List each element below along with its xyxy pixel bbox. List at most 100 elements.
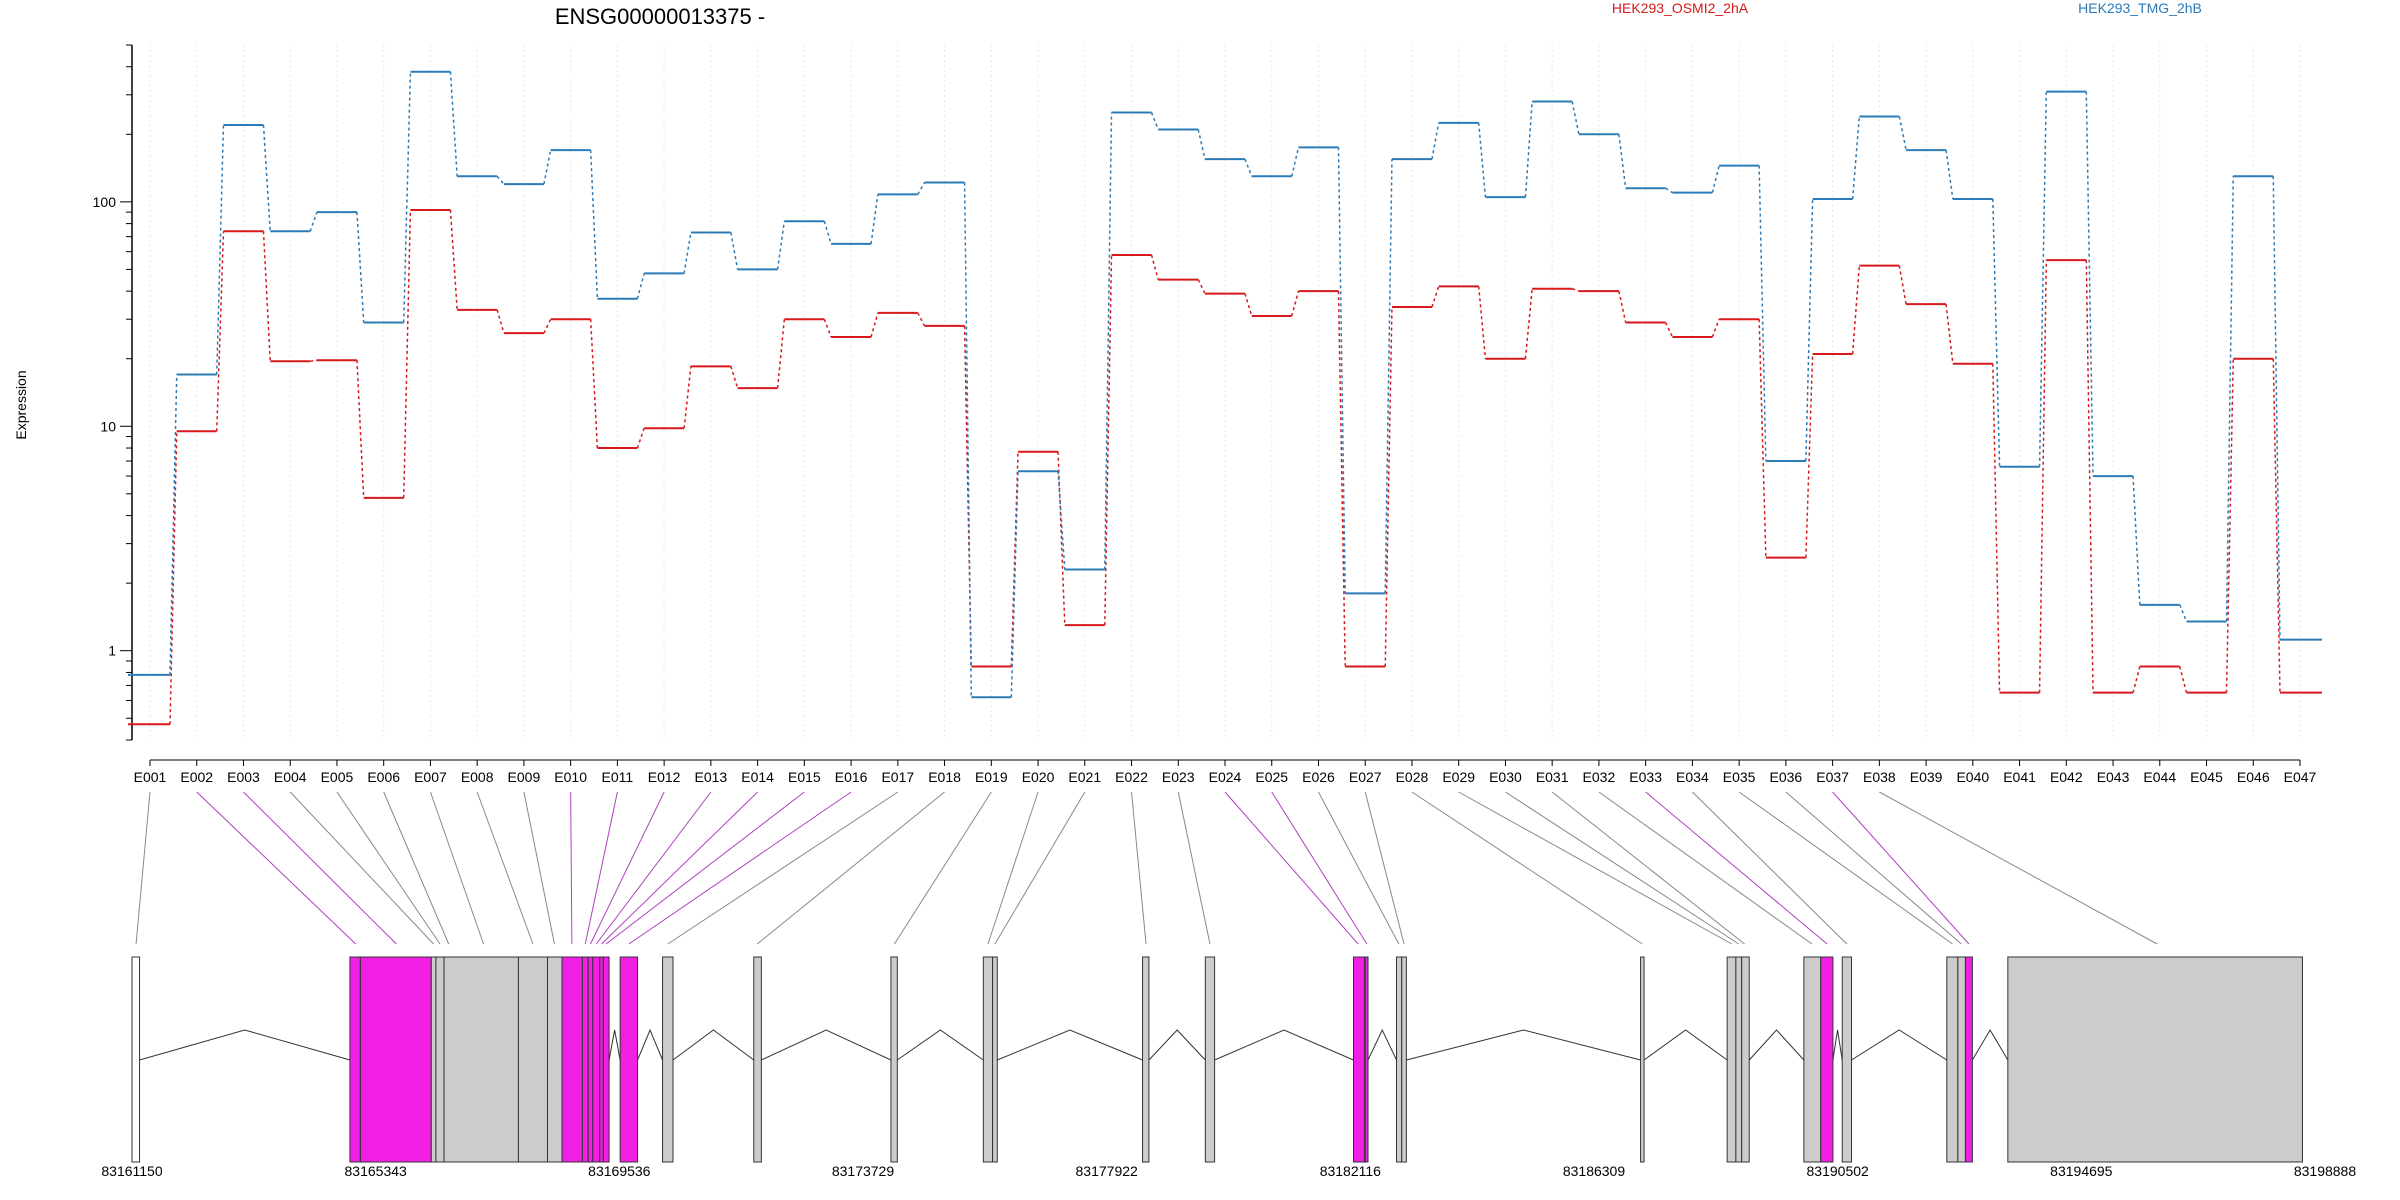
gene-model [131, 956, 2303, 1163]
series-connector [1805, 353, 1814, 558]
x-tick-label: E034 [1676, 769, 1709, 785]
exon-block [517, 956, 548, 1163]
exon-link-line [667, 791, 899, 945]
intron-line [1406, 1029, 1641, 1061]
series-connector [262, 231, 271, 362]
series-connector [310, 359, 318, 362]
x-tick-label: E038 [1863, 769, 1896, 785]
series-connector [1618, 291, 1627, 323]
exon-link-line [584, 791, 618, 945]
x-tick-label: E028 [1396, 769, 1429, 785]
series-connector [2225, 358, 2235, 693]
exon-link-line [243, 791, 397, 945]
exon-block [1803, 956, 1822, 1163]
exon-block [1395, 956, 1403, 1163]
intron-line [1367, 1028, 1397, 1061]
series-connector [1711, 318, 1720, 338]
exon-link-line [1832, 791, 1970, 945]
exon-block [662, 956, 674, 1163]
exon-link-line [1738, 791, 1953, 945]
exon-block [602, 956, 610, 1163]
exon-link-line [196, 791, 357, 945]
x-tick-label: E021 [1068, 769, 1101, 785]
exon-link-line [628, 791, 852, 945]
x-tick-label: E023 [1162, 769, 1195, 785]
series-connector [1851, 116, 1861, 200]
x-tick-label: E012 [648, 769, 681, 785]
series-connector [1571, 288, 1580, 292]
exon-block [359, 956, 432, 1163]
x-tick-label: E031 [1536, 769, 1569, 785]
genome-tick-label: 83165343 [345, 1163, 408, 1179]
axes: 1 10 100 E001 E002 E003 E004 E005 E006 E007 E008 E0… [93, 44, 2317, 785]
x-tick-label: E040 [1956, 769, 1989, 785]
series-connector [730, 232, 739, 270]
exon-link-line [987, 791, 1039, 945]
exon-block [546, 956, 563, 1163]
x-tick-label: E032 [1583, 769, 1616, 785]
exon-link-line [1879, 791, 2158, 945]
series-connector [1431, 122, 1440, 160]
exon-link-line [605, 791, 805, 945]
intron-line [1214, 1029, 1354, 1061]
exon-block [1741, 956, 1750, 1163]
chart-title: ENSG00000013375 - [555, 4, 765, 29]
genome-tick-label: 83161150 [101, 1163, 162, 1179]
series-connector [2179, 666, 2188, 693]
series-connector [1197, 129, 1206, 160]
series-connector [1431, 286, 1440, 308]
series-connector [1758, 319, 1767, 558]
x-tick-label: E003 [227, 769, 260, 785]
x-tick-label: E046 [2237, 769, 2270, 785]
series-connector [449, 71, 458, 177]
exon-link-line [1177, 791, 1211, 945]
exon-link-line [601, 791, 758, 945]
series-connector [2272, 176, 2281, 640]
x-tick-label: E019 [975, 769, 1008, 785]
exon-block [753, 956, 762, 1163]
series-connector [1104, 112, 1113, 570]
genome-tick-label: 83173729 [832, 1163, 895, 1179]
series-connector [1618, 134, 1627, 189]
exon-link-line [135, 791, 151, 945]
series-connector [1010, 471, 1019, 698]
exon-block [1142, 956, 1150, 1163]
x-tick-label: E041 [2003, 769, 2036, 785]
x-tick-label: E047 [2284, 769, 2317, 785]
exon-block [581, 956, 589, 1163]
series-connector [1057, 451, 1066, 626]
genome-tick-label: 83182116 [1320, 1163, 1381, 1179]
y-tick-label: 1 [108, 643, 116, 659]
series-connector [1524, 101, 1533, 198]
x-tick-label: E029 [1442, 769, 1475, 785]
series-connector [543, 149, 552, 185]
series-connector [636, 273, 645, 299]
series-connector [683, 232, 692, 274]
exon-block [592, 956, 601, 1163]
x-tick-label: E013 [695, 769, 728, 785]
x-tick-label: E001 [134, 769, 167, 785]
x-tick-label: E005 [321, 769, 354, 785]
exon-link-line [590, 791, 665, 945]
series-connector [496, 309, 505, 334]
exon-block [1640, 956, 1645, 1163]
series-connector [1244, 293, 1253, 317]
series-connector [1150, 112, 1159, 130]
x-tick-label: E043 [2097, 769, 2130, 785]
x-tick-label: E018 [928, 769, 961, 785]
x-tick-label: E010 [554, 769, 587, 785]
series-connector [1711, 165, 1720, 193]
intron-line [608, 1029, 621, 1061]
series-connector [1477, 122, 1487, 198]
exon-block [1820, 956, 1834, 1163]
genome-tick-label: 83186309 [1563, 1163, 1626, 1179]
intron-line [672, 1029, 755, 1061]
series-connector [1805, 198, 1814, 462]
series-connector [917, 312, 926, 327]
series-connector [1104, 254, 1113, 626]
series-connector [2038, 91, 2048, 467]
legend-entry-osmi2: HEK293_OSMI2_2hA [1612, 0, 1749, 16]
series-connector [2085, 260, 2094, 693]
genome-tick-label: 83194695 [2050, 1163, 2113, 1179]
exon-block [1964, 956, 1973, 1163]
